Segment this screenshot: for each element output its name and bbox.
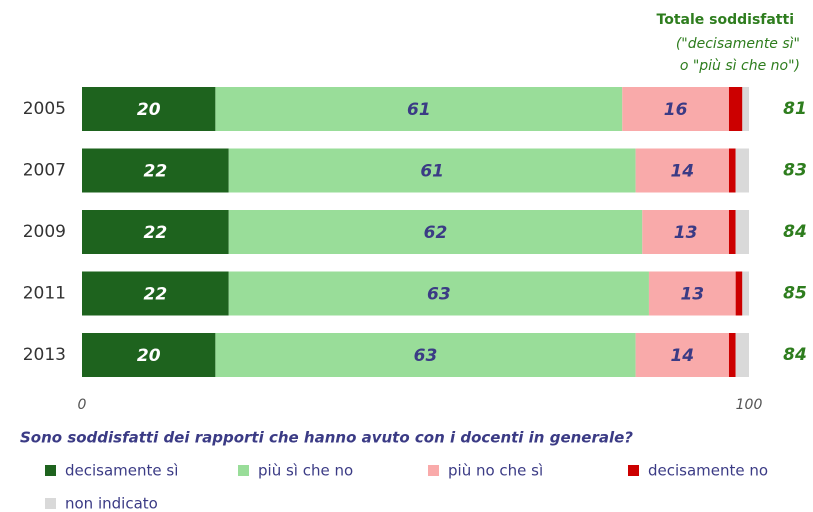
y-tick-label: 2011: [23, 284, 66, 304]
total-label: 85: [783, 284, 807, 304]
x-axis-label: Sono soddisfatti dei rapporti che hanno …: [20, 429, 633, 447]
data-label: 14: [670, 346, 694, 366]
totals-subtitle: o "più sì che no"): [680, 58, 800, 74]
data-label: 16: [664, 100, 688, 120]
data-label: 63: [427, 285, 451, 305]
data-label: 22: [144, 223, 168, 243]
legend-label: decisamente sì: [65, 462, 178, 480]
legend-swatch: [45, 465, 56, 476]
data-label: 22: [144, 285, 168, 305]
legend-swatch: [428, 465, 439, 476]
data-label: 13: [680, 285, 704, 305]
bar-segment: [635, 333, 729, 377]
bar-segment: [735, 210, 749, 254]
bar-segment: [735, 148, 749, 193]
legend-swatch: [45, 498, 56, 509]
data-label: 61: [407, 100, 431, 120]
x-tick-label: 0: [78, 397, 87, 413]
data-label: 22: [144, 162, 168, 182]
y-tick-label: 2007: [23, 161, 66, 181]
bar-segment: [742, 87, 749, 131]
bar-segment: [622, 87, 729, 131]
bar-segment: [82, 210, 229, 254]
legend-swatch: [628, 465, 639, 476]
total-label: 81: [783, 99, 807, 119]
y-tick-label: 2005: [23, 99, 66, 119]
total-label: 84: [783, 222, 807, 242]
legend-label: più sì che no: [258, 462, 353, 480]
data-label: 63: [414, 346, 438, 366]
data-label: 62: [424, 223, 448, 243]
legend-label: non indicato: [65, 495, 158, 512]
legend-swatch: [238, 465, 249, 476]
bar-segment: [742, 271, 749, 316]
bar-segment: [735, 271, 743, 316]
data-label: 13: [674, 223, 698, 243]
bar-segment: [215, 87, 623, 131]
legend-label: più no che sì: [448, 462, 543, 480]
bar-segment: [728, 148, 736, 193]
data-label: 20: [137, 100, 161, 120]
totals-title: Totale soddisfatti: [657, 12, 794, 28]
bar-segment: [215, 333, 636, 377]
bar-segment: [642, 210, 729, 254]
data-label: 20: [137, 346, 161, 366]
y-tick-label: 2009: [23, 222, 66, 242]
y-tick-label: 2013: [23, 345, 66, 365]
bar-segment: [728, 87, 743, 131]
data-label: 61: [420, 162, 444, 182]
bar-segment: [82, 87, 216, 131]
bar-segment: [728, 333, 736, 377]
bar-segment: [228, 271, 649, 316]
legend-label: decisamente no: [648, 462, 768, 480]
bar-segment: [228, 210, 643, 254]
bar-segment: [82, 148, 229, 193]
bar-segment: [735, 333, 749, 377]
x-tick-label: 100: [736, 397, 763, 413]
bar-segment: [228, 148, 636, 193]
total-label: 83: [783, 161, 807, 181]
total-label: 84: [783, 345, 807, 365]
bar-segment: [82, 271, 229, 316]
bar-segment: [648, 271, 736, 316]
bar-segment: [82, 333, 216, 377]
totals-subtitle: ("decisamente sì": [676, 36, 800, 52]
bar-segment: [635, 148, 729, 193]
bar-segment: [728, 210, 736, 254]
data-label: 14: [670, 162, 694, 182]
